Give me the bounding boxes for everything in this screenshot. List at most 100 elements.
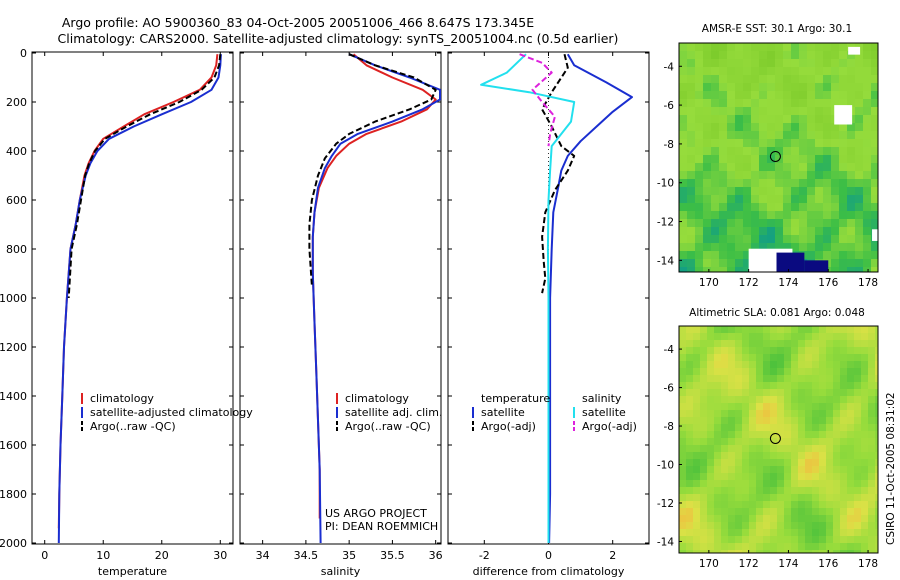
map-cell: [784, 403, 791, 410]
map-cell: [819, 452, 826, 459]
map-cell: [840, 522, 847, 529]
map-cell: [875, 396, 878, 403]
map-cell: [749, 515, 756, 522]
map-cell: [863, 203, 871, 211]
map-cell: [861, 347, 868, 354]
map-cell: [735, 147, 743, 155]
legend-label: Argo(-adj): [582, 420, 637, 433]
map-cell: [679, 51, 687, 59]
map-cell: [700, 354, 707, 361]
map-cell: [721, 508, 728, 515]
map-cell: [777, 354, 784, 361]
map-cell: [863, 107, 871, 115]
map-cell: [759, 203, 767, 211]
map-cell: [861, 333, 868, 340]
map-cell: [763, 459, 770, 466]
map-cell: [679, 267, 687, 272]
map-cell: [714, 550, 721, 553]
map-cell: [840, 368, 847, 375]
map-cell: [833, 410, 840, 417]
map-cell: [784, 494, 791, 501]
map-cell: [749, 508, 756, 515]
map-cell: [735, 131, 743, 139]
map-cell: [687, 147, 695, 155]
map-cell: [759, 235, 767, 243]
map-cell: [833, 480, 840, 487]
series-satellite: [311, 53, 441, 544]
map-cell: [700, 494, 707, 501]
map-cell: [823, 123, 831, 131]
map-cell: [875, 529, 878, 536]
map-cell: [721, 347, 728, 354]
map-cell: [783, 91, 791, 99]
map-cell: [719, 131, 727, 139]
map-cell: [791, 389, 798, 396]
map-cell: [711, 59, 719, 67]
map-cell: [743, 155, 751, 163]
map-cell: [868, 515, 875, 522]
map-cell: [719, 67, 727, 75]
map-cell: [777, 382, 784, 389]
map-cell: [847, 251, 855, 259]
map-cell: [687, 139, 695, 147]
map-cell: [719, 187, 727, 195]
map-cell: [791, 67, 799, 75]
map-cell: [855, 139, 863, 147]
map-cell: [833, 333, 840, 340]
map-cell: [847, 227, 855, 235]
map-cell: [687, 51, 695, 59]
map-cell: [875, 347, 878, 354]
map-cell: [728, 445, 735, 452]
map-cell: [815, 187, 823, 195]
map-cell: [703, 91, 711, 99]
map-cell: [819, 536, 826, 543]
map-cell: [819, 508, 826, 515]
map-cell: [784, 333, 791, 340]
map-cell: [727, 243, 735, 251]
map-cell: [775, 227, 783, 235]
map-cell: [777, 417, 784, 424]
map-cell: [777, 536, 784, 543]
y-tick-label: 800: [6, 243, 27, 256]
map-cell: [686, 389, 693, 396]
map-cell: [840, 515, 847, 522]
map-cell: [855, 155, 863, 163]
map-cell: [763, 452, 770, 459]
map-cell: [868, 410, 875, 417]
map-cell: [812, 515, 819, 522]
map-cell: [798, 396, 805, 403]
map-cell: [868, 417, 875, 424]
map-cell: [679, 83, 687, 91]
map-cell: [700, 361, 707, 368]
map-cell: [767, 91, 775, 99]
map-cell: [735, 171, 743, 179]
map-cell: [703, 99, 711, 107]
map-cell: [711, 131, 719, 139]
map-cell: [839, 99, 847, 107]
sst-map-title: AMSR-E SST: 30.1 Argo: 30.1: [702, 23, 852, 35]
map-cell: [679, 361, 686, 368]
map-cell: [700, 529, 707, 536]
map-cell: [807, 163, 815, 171]
map-cell: [751, 147, 759, 155]
map-cell: [854, 473, 861, 480]
map-cell: [799, 187, 807, 195]
map-cell: [863, 155, 871, 163]
map-cell: [798, 536, 805, 543]
map-cell: [728, 522, 735, 529]
map-cell: [855, 227, 863, 235]
map-cell: [749, 522, 756, 529]
map-cell: [777, 480, 784, 487]
map-cell: [686, 424, 693, 431]
map-cell: [826, 333, 833, 340]
map-cell: [847, 203, 855, 211]
map-cell: [719, 203, 727, 211]
map-cell: [695, 211, 703, 219]
map-cell: [763, 389, 770, 396]
map-cell: [791, 459, 798, 466]
map-cell: [679, 424, 686, 431]
map-cell: [807, 67, 815, 75]
map-cell: [868, 473, 875, 480]
map-cell: [868, 382, 875, 389]
